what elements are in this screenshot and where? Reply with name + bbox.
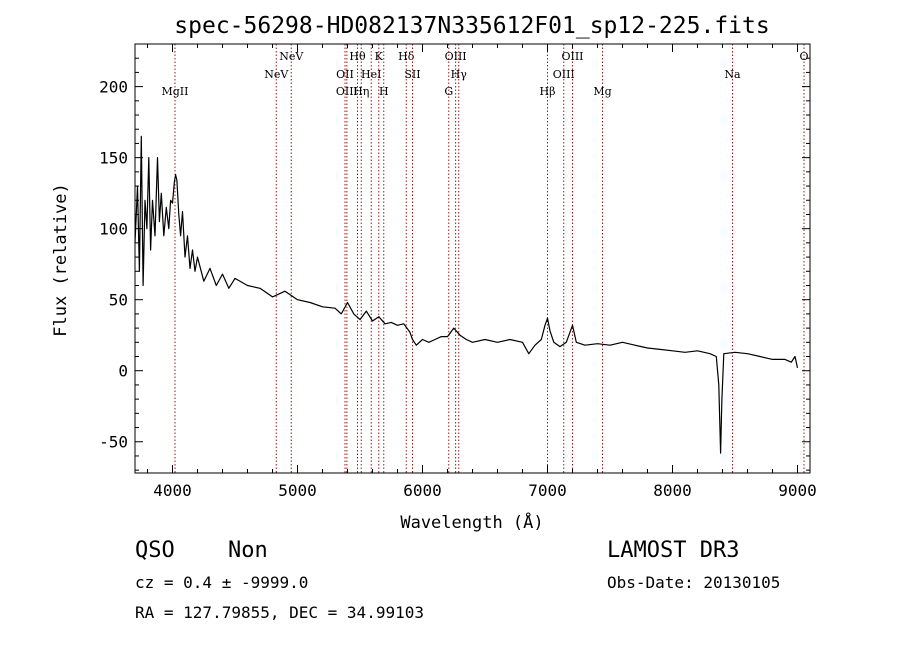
x-tick-label: 7000 (528, 481, 567, 500)
line-marker-label: Hγ (451, 68, 468, 81)
y-tick-label: 50 (109, 291, 128, 310)
line-marker-label: K (375, 50, 384, 63)
survey-name: LAMOST DR3 (607, 538, 740, 563)
line-marker-label: NeV (279, 50, 304, 63)
y-axis-label: Flux (relative) (51, 183, 71, 337)
x-tick-label: 5000 (278, 481, 317, 500)
coordinates-text: RA = 127.79855, DEC = 34.99103 (135, 603, 424, 622)
plot-frame (134, 43, 811, 474)
line-marker-label: NeV (264, 68, 289, 81)
line-marker-label: G (444, 85, 453, 98)
line-marker-label: Hη (353, 85, 369, 98)
redshift-text: cz = 0.4 ± -9999.0 (135, 573, 309, 592)
chart-title: spec-56298-HD082137N335612F01_sp12-225.f… (174, 13, 769, 39)
y-tick-label: -50 (99, 433, 128, 452)
line-marker-label: Hθ (349, 50, 366, 63)
x-tick-label: 6000 (403, 481, 442, 500)
y-tick-label: 150 (99, 149, 128, 168)
y-axis: -50 0 50 100 150 200 (99, 57, 810, 471)
line-marker-label: OII (336, 68, 354, 81)
line-marker-label: H (379, 85, 389, 98)
line-marker-label: Hβ (540, 85, 556, 98)
x-tick-label: 4000 (153, 481, 192, 500)
line-marker-label: Na (724, 68, 741, 81)
line-markers: MgII NeV NeV OII OIII Hθ Hη HeI K H Hδ SII G OIII Hγ Hβ… (162, 44, 809, 473)
x-axis: 4000 5000 6000 7000 8000 9000 (147, 44, 817, 500)
x-axis-label: Wavelength (Å) (400, 511, 543, 533)
y-tick-label: 200 (99, 78, 128, 97)
line-marker-label: OIII (561, 50, 583, 63)
object-class: QSO (135, 538, 175, 563)
line-marker-label: Hδ (398, 50, 415, 63)
y-tick-label: 0 (118, 362, 128, 381)
line-marker-label: HeI (361, 68, 381, 81)
spectrum-line (134, 135, 799, 454)
line-marker-label: MgII (162, 85, 189, 98)
line-marker-label: SII (404, 68, 420, 81)
line-marker-label: OIII (336, 85, 358, 98)
obs-date-text: Obs-Date: 20130105 (607, 573, 781, 592)
line-marker-label: O (799, 50, 808, 63)
line-marker-label: Mg (593, 85, 611, 98)
line-marker-label: OIII (553, 68, 575, 81)
line-marker-label: OIII (445, 50, 467, 63)
object-subclass: Non (228, 538, 268, 563)
x-tick-label: 9000 (778, 481, 817, 500)
y-tick-label: 100 (99, 220, 128, 239)
spectrum-series (134, 135, 799, 454)
x-tick-label: 8000 (653, 481, 692, 500)
